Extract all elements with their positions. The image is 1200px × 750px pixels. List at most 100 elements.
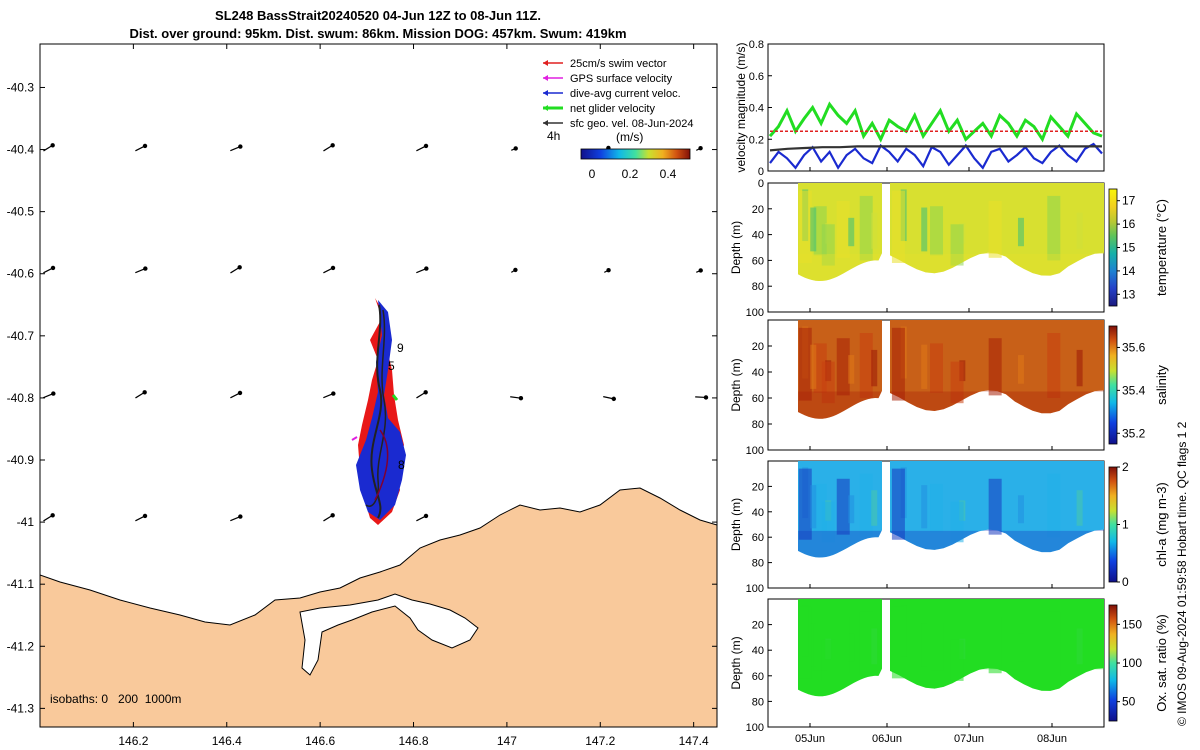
heatmap-streak <box>871 628 878 665</box>
colorbar-tick: 17 <box>1122 194 1136 208</box>
depth-ytick: 100 <box>746 307 764 319</box>
depth-ytick: 80 <box>752 558 764 570</box>
colorbar-tick: 15 <box>1122 241 1136 255</box>
legend-extra-4h: 4h <box>547 129 560 143</box>
depth-ytick: 20 <box>752 204 764 216</box>
colorbar-tick: 35.4 <box>1122 383 1146 397</box>
geo-velocity-arrow <box>43 265 56 274</box>
colorbar-2 <box>1108 325 1118 445</box>
heatmap-streak <box>848 495 855 524</box>
geo-velocity-arrow <box>323 391 336 399</box>
heatmap-streak <box>891 468 905 540</box>
colorbar-3 <box>1108 466 1118 583</box>
map-xtick-label: 147 <box>497 734 517 748</box>
track-label-5: 5 <box>388 359 395 373</box>
legend-label: net glider velocity <box>570 103 655 115</box>
map-xtick-label: 146.4 <box>212 734 242 748</box>
heatmap-streak <box>848 633 855 662</box>
legend-item: GPS surface velocity <box>543 73 673 85</box>
map-panel: 146.2 146.4 146.6 146.8 147 147.2 147.4 -40.3 -… <box>7 43 718 748</box>
heatmap-streak <box>871 349 878 387</box>
colorbar-label: temperature (°C) <box>1154 199 1169 296</box>
heatmap-streak <box>1076 628 1083 665</box>
geo-velocity-arrow <box>230 265 242 274</box>
heatmap-streak <box>950 224 964 266</box>
geo-velocity-arrow <box>510 395 524 401</box>
legend-item: sfc geo. vel. 08-Jun-2024 <box>543 118 694 130</box>
heatmap-streak <box>891 327 905 401</box>
heatmap-streak <box>950 639 964 681</box>
geo-velocity-arrow <box>603 396 617 402</box>
geo-velocity-arrow <box>230 144 243 152</box>
velocity-ytick: 0 <box>758 166 764 178</box>
depth-ytick: 40 <box>752 645 764 657</box>
colorbar-tick: 13 <box>1122 287 1136 301</box>
heatmap-bottom-layer <box>798 668 882 697</box>
depth-ytick: 0 <box>758 178 764 190</box>
heatmap-streak <box>859 195 873 261</box>
surface-geostrophic-arrows <box>43 143 709 522</box>
heatmap-streak <box>848 217 855 247</box>
geo-velocity-arrow <box>511 267 518 273</box>
legend-item: 25cm/s swim vector <box>543 58 667 70</box>
heatmap-streak <box>798 327 812 401</box>
map-ytick-label: -41 <box>17 515 35 529</box>
colorbar-1 <box>1108 188 1118 307</box>
colorbar-tick: 16 <box>1122 217 1136 231</box>
geo-velocity-arrow <box>416 266 429 274</box>
colorbar-tick: 150 <box>1122 617 1142 631</box>
heatmap-streak <box>921 207 928 252</box>
heatmap-bottom-layer <box>890 529 1104 553</box>
heatmap-streak <box>798 606 812 679</box>
heatmap-streak <box>859 333 873 398</box>
velocity-ytick: 0.6 <box>749 71 764 83</box>
geo-velocity-arrow <box>323 513 335 522</box>
heatmap-streak <box>921 623 928 667</box>
colorbar-label: Ox. sat. ratio (%) <box>1154 614 1169 712</box>
depth-ytick: 20 <box>752 481 764 493</box>
map-colorbar <box>580 148 691 160</box>
map-xtick-label: 147.2 <box>585 734 615 748</box>
time-tick-label: 06Jun <box>872 733 902 745</box>
velocity-ytick: 0.8 <box>749 39 764 51</box>
heatmap-streak <box>1047 333 1061 398</box>
heatmap-bottom-layer <box>890 390 1104 414</box>
map-ytick-label: -40.5 <box>7 205 35 219</box>
heatmap-streak <box>871 212 878 249</box>
depth-ylabel: Depth (m) <box>729 358 743 411</box>
heatmap-streak <box>988 338 1002 396</box>
heatmap-streak <box>1047 473 1061 538</box>
depth-ytick: 40 <box>752 507 764 519</box>
geo-velocity-arrow <box>604 267 611 273</box>
geo-velocity-arrow <box>323 143 335 152</box>
depth-ytick: 40 <box>752 367 764 379</box>
map-ytick-label: -40.3 <box>7 80 35 94</box>
colorbar-tick: 14 <box>1122 264 1136 278</box>
map-colorbar-tick: 0.2 <box>622 167 639 181</box>
heatmap-streak <box>891 606 905 679</box>
depth-ytick: 80 <box>752 696 764 708</box>
heatmap-streak <box>1076 212 1083 249</box>
colorbar-tick: 100 <box>1122 656 1142 670</box>
footer-credit: © IMOS 09-Aug-2024 01:59:58 Hobart time.… <box>1175 421 1189 726</box>
map-xtick-label: 147.4 <box>679 734 709 748</box>
map-colorbar-tick: 0 <box>589 167 596 181</box>
colorbar-tick: 1 <box>1122 518 1129 532</box>
heatmap-panel-2: 20 40 60 80 100 Depth (m) 35.2 35.4 35.6 salinity <box>729 319 1169 457</box>
geo-velocity-arrow <box>135 513 148 522</box>
depth-ylabel: Depth (m) <box>729 636 743 689</box>
colorbar-tick: 0 <box>1122 575 1129 589</box>
geo-velocity-arrow <box>323 265 336 274</box>
map-ytick-label: -40.9 <box>7 453 35 467</box>
legend-label: 25cm/s swim vector <box>570 58 667 70</box>
depth-ytick: 60 <box>752 671 764 683</box>
track-label-8: 8 <box>398 458 405 472</box>
heatmap-streak <box>821 361 835 404</box>
map-ytick-label: -41.2 <box>7 639 35 653</box>
estuary <box>299 593 479 676</box>
geo-velocity-arrow <box>511 146 518 151</box>
depth-ytick: 20 <box>752 620 764 632</box>
colorbar-tick: 35.6 <box>1122 340 1146 354</box>
geo-velocity-arrow <box>695 395 709 400</box>
